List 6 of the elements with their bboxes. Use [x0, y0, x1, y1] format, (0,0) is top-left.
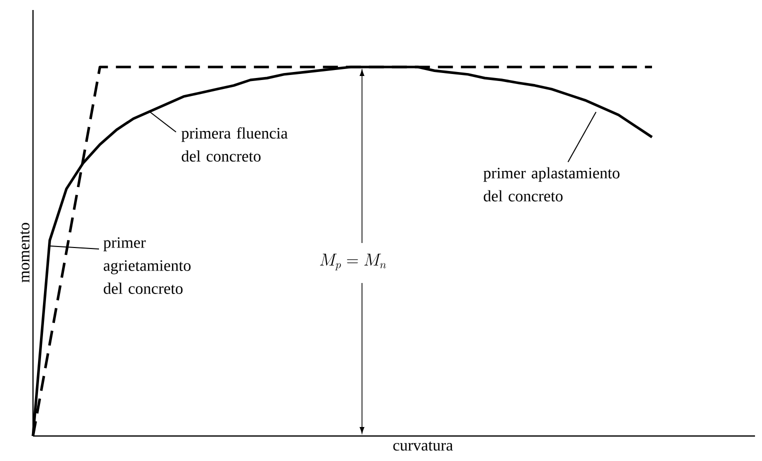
annotation: primer agrietamiento del concreto: [103, 237, 191, 294]
y-axis-title: momento: [20, 222, 30, 282]
annotation: primera fluencia del concreto: [181, 127, 288, 162]
annotation: primer aplastamiento del concreto: [483, 167, 620, 202]
x-axis-title: curvatura: [393, 442, 453, 451]
annotation: $M_p = M_n$: [320, 254, 386, 270]
